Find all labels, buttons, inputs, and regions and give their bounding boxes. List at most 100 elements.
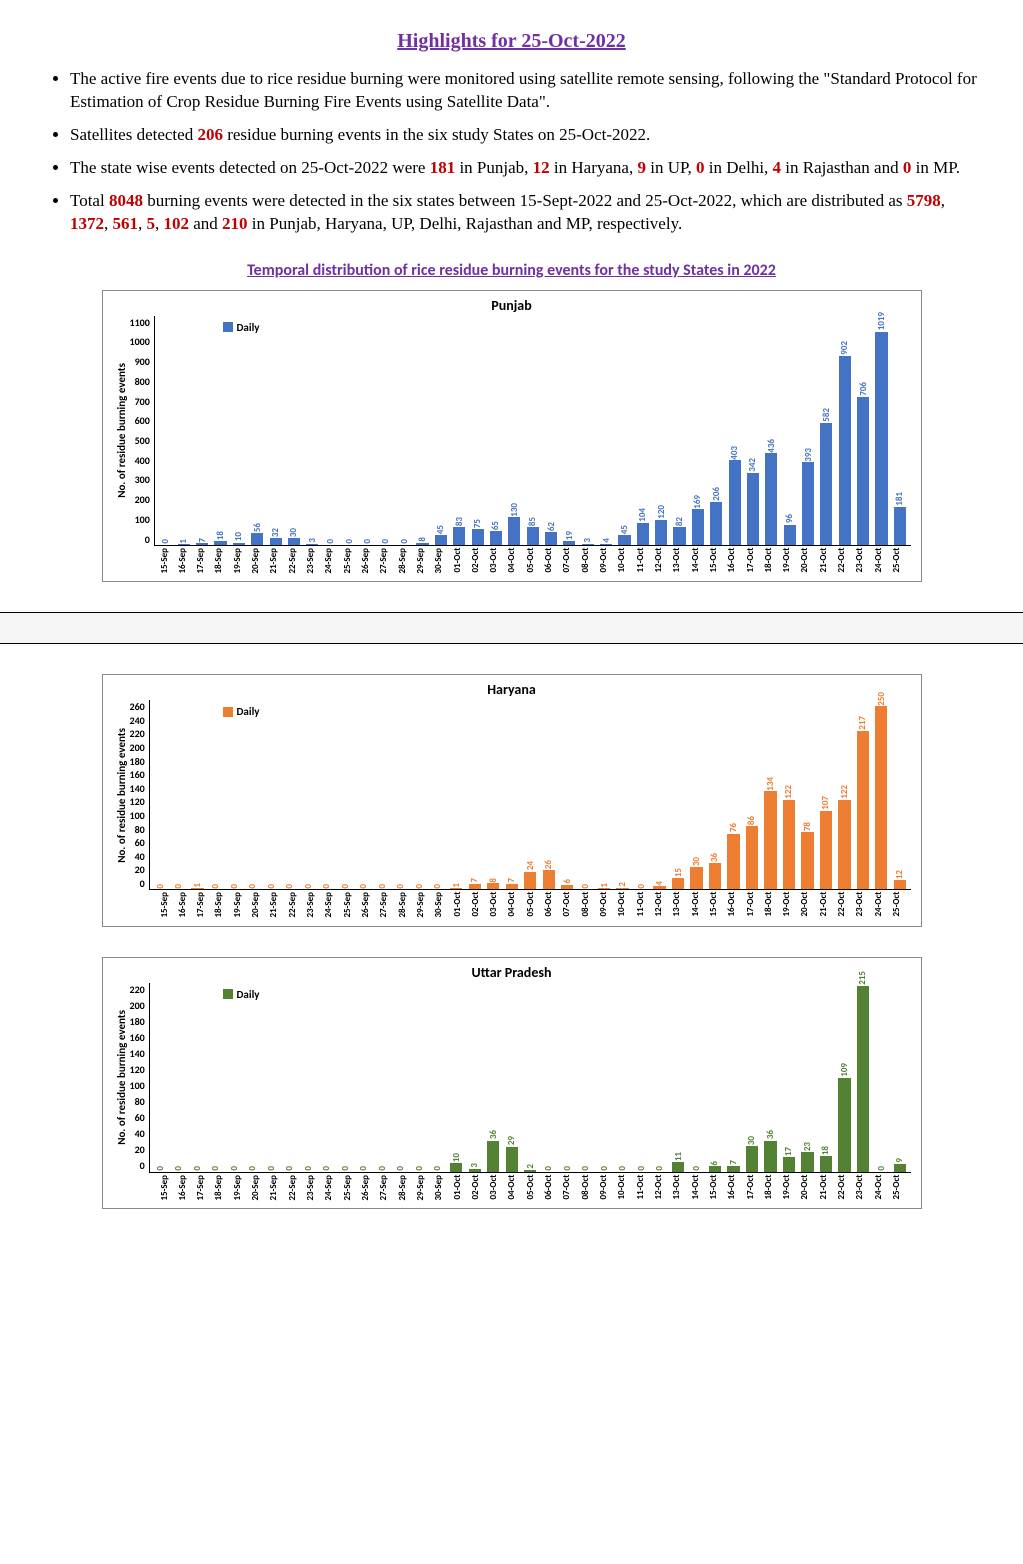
x-axis-label: 12-Oct	[653, 1175, 670, 1203]
x-axis-label: 27-Sep	[378, 1175, 395, 1203]
x-axis-label: 25-Sep	[342, 892, 359, 920]
chart-section-title: Temporal distribution of rice residue bu…	[40, 261, 983, 280]
bar-value: 10	[233, 532, 244, 541]
bar	[288, 538, 300, 544]
x-axis-label: 22-Sep	[287, 548, 304, 576]
x-axis-label: 26-Sep	[360, 892, 377, 920]
bar-value: 36	[488, 1130, 499, 1139]
bar-value: 0	[284, 1166, 295, 1171]
bar	[857, 397, 869, 545]
highlights-list: The active fire events due to rice resid…	[40, 68, 983, 236]
x-axis-label: 25-Sep	[342, 1175, 359, 1203]
bar	[637, 523, 649, 545]
bar-value: 0	[344, 539, 355, 544]
bar-value: 0	[303, 1166, 314, 1171]
bar	[561, 885, 573, 889]
x-axis-label: 19-Oct	[781, 1175, 798, 1203]
bar	[618, 535, 630, 544]
x-axis-label: 06-Oct	[543, 548, 560, 576]
x-axis-label: 14-Oct	[690, 1175, 707, 1203]
page-title: Highlights for 25-Oct-2022	[40, 30, 983, 53]
bar-value: 0	[432, 1166, 443, 1171]
bar-value: 0	[432, 884, 443, 889]
bar-value: 0	[155, 1166, 166, 1171]
bar-value: 436	[766, 439, 777, 453]
bar	[196, 543, 208, 544]
bar-value: 11	[673, 1152, 684, 1161]
bar	[270, 538, 282, 545]
bar-value: 15	[673, 868, 684, 877]
bar-value: 0	[340, 884, 351, 889]
plot-area: 0010000000000000178724266012041530367686…	[149, 700, 911, 890]
bar-value: 4	[654, 881, 665, 886]
bar-value: 78	[802, 822, 813, 831]
x-axis-label: 22-Oct	[836, 892, 853, 920]
bar	[214, 541, 226, 545]
bar-value: 6	[709, 1161, 720, 1166]
x-axis-label: 25-Oct	[891, 1175, 908, 1203]
bar-value: 0	[210, 884, 221, 889]
bar	[857, 986, 869, 1172]
bar	[709, 863, 721, 889]
x-axis-label: 20-Sep	[250, 1175, 267, 1203]
x-axis-label: 10-Oct	[616, 892, 633, 920]
x-axis-label: 10-Oct	[616, 1175, 633, 1203]
bar	[306, 544, 318, 545]
x-axis-label: 17-Sep	[195, 892, 212, 920]
x-axis-label: 28-Sep	[397, 892, 414, 920]
bar-value: 3	[307, 538, 318, 543]
x-axis-label: 06-Oct	[543, 892, 560, 920]
bar-value: 122	[839, 785, 850, 799]
bar-value: 342	[747, 458, 758, 472]
bar-value: 0	[599, 1166, 610, 1171]
bar-value: 75	[472, 519, 483, 528]
x-axis-label: 19-Sep	[232, 892, 249, 920]
bar-value: 0	[377, 884, 388, 889]
bar-value: 0	[321, 1166, 332, 1171]
bar	[746, 826, 758, 889]
bar-value: 56	[252, 523, 263, 532]
bar	[783, 1157, 795, 1172]
bar-value: 393	[803, 448, 814, 462]
x-axis-label: 18-Oct	[763, 548, 780, 576]
bar	[839, 356, 851, 545]
x-axis-label: 15-Sep	[159, 548, 176, 576]
x-axis-label: 24-Sep	[323, 1175, 340, 1203]
x-axis-label: 20-Oct	[799, 892, 816, 920]
bar-value: 0	[340, 1166, 351, 1171]
bar	[802, 462, 814, 544]
x-axis-label: 03-Oct	[488, 1175, 505, 1203]
bar-value: 30	[691, 857, 702, 866]
x-axis-label: 30-Sep	[433, 548, 450, 576]
plot-area: 0171810563230300000845837565130856219344…	[154, 316, 911, 546]
bar	[416, 543, 428, 545]
x-axis-label: 17-Sep	[195, 548, 212, 576]
x-axis-label: 15-Oct	[708, 548, 725, 576]
x-axis-label: 11-Oct	[635, 548, 652, 576]
bar-value: 96	[784, 514, 795, 523]
x-axis-label: 22-Sep	[287, 892, 304, 920]
bar	[582, 544, 594, 545]
bar-value: 24	[525, 861, 536, 870]
bar-value: 0	[362, 539, 373, 544]
bar-value: 62	[546, 522, 557, 531]
bar-value: 0	[229, 884, 240, 889]
bar-value: 19	[564, 531, 575, 540]
x-axis-label: 04-Oct	[506, 548, 523, 576]
x-axis-label: 27-Sep	[378, 892, 395, 920]
x-axis-label: 21-Sep	[268, 892, 285, 920]
y-axis-ticks: 110010009008007006005004003002001000	[130, 316, 154, 546]
x-axis-label: 17-Oct	[745, 548, 762, 576]
x-axis-label: 01-Oct	[452, 1175, 469, 1203]
bar	[820, 811, 832, 889]
bar-value: 29	[506, 1136, 517, 1145]
bar	[838, 800, 850, 889]
x-axis-label: 24-Sep	[323, 892, 340, 920]
bar	[801, 1152, 813, 1172]
bar-value: 7	[469, 878, 480, 883]
bar-value: 0	[173, 1166, 184, 1171]
x-axis-label: 19-Sep	[232, 548, 249, 576]
bar-value: 0	[229, 1166, 240, 1171]
bar-value: 32	[270, 528, 281, 537]
bar	[783, 800, 795, 889]
